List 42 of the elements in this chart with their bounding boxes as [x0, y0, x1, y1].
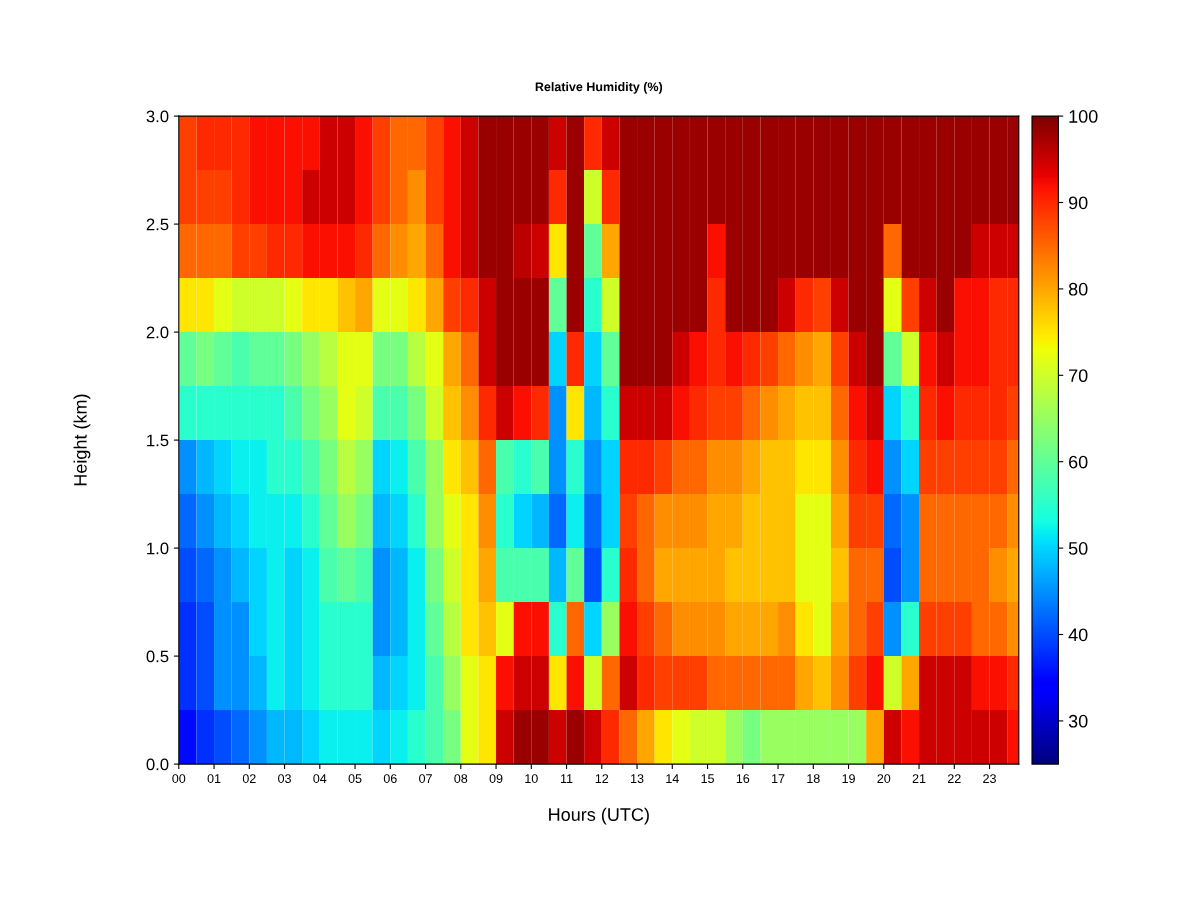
x-tick-label: 14 — [666, 774, 679, 783]
color-bar-label: 90 — [1068, 196, 1088, 210]
x-tick-label: 07 — [419, 774, 432, 783]
color-bar-label: 60 — [1069, 455, 1088, 469]
x-tick-label: 06 — [383, 774, 397, 783]
x-tick-label: 17 — [772, 774, 785, 783]
x-tick-label: 04 — [313, 774, 327, 783]
x-tick-label: 03 — [278, 774, 291, 783]
color-bar-label: 70 — [1069, 369, 1088, 383]
color-bar-label: 40 — [1068, 628, 1088, 642]
color-bar-label: 50 — [1068, 542, 1088, 555]
x-tick-label: 12 — [595, 774, 609, 783]
x-tick-label: 02 — [242, 774, 256, 783]
chart-title: Relative Humidity (%) — [535, 82, 663, 94]
x-tick-label: 13 — [631, 774, 644, 783]
y-tick-label: 2.5 — [146, 218, 169, 231]
x-tick-label: 00 — [172, 774, 186, 783]
y-tick-label: 0.5 — [146, 650, 169, 663]
x-tick-label: 22 — [947, 774, 961, 783]
x-tick-label: 19 — [842, 774, 855, 783]
color-bar-label: 80 — [1068, 282, 1088, 296]
y-tick-label: 0.0 — [146, 758, 169, 771]
x-tick-label: 15 — [701, 774, 714, 783]
x-tick-label: 10 — [525, 774, 538, 783]
color-bar-label: 30 — [1068, 714, 1088, 728]
x-tick-label: 11 — [561, 774, 573, 783]
y-tick-label: 1.0 — [147, 542, 169, 555]
color-bar-label: 100 — [1069, 110, 1098, 123]
x-tick-label: 16 — [736, 774, 750, 783]
y-axis-title: Height (km) — [73, 394, 91, 486]
x-tick-label: 21 — [912, 774, 926, 783]
y-tick-label: 1.5 — [147, 434, 169, 447]
y-tick-label: 2.0 — [146, 326, 169, 339]
x-tick-label: 05 — [348, 774, 362, 783]
x-tick-label: 18 — [807, 774, 820, 783]
x-tick-label: 01 — [207, 774, 221, 783]
x-tick-label: 23 — [983, 774, 996, 783]
x-tick-label: 08 — [454, 774, 468, 783]
x-axis-title: Hours (UTC) — [549, 807, 649, 825]
x-tick-label: 09 — [489, 774, 503, 783]
x-tick-label: 20 — [877, 774, 891, 783]
y-tick-label: 3.0 — [146, 110, 169, 123]
